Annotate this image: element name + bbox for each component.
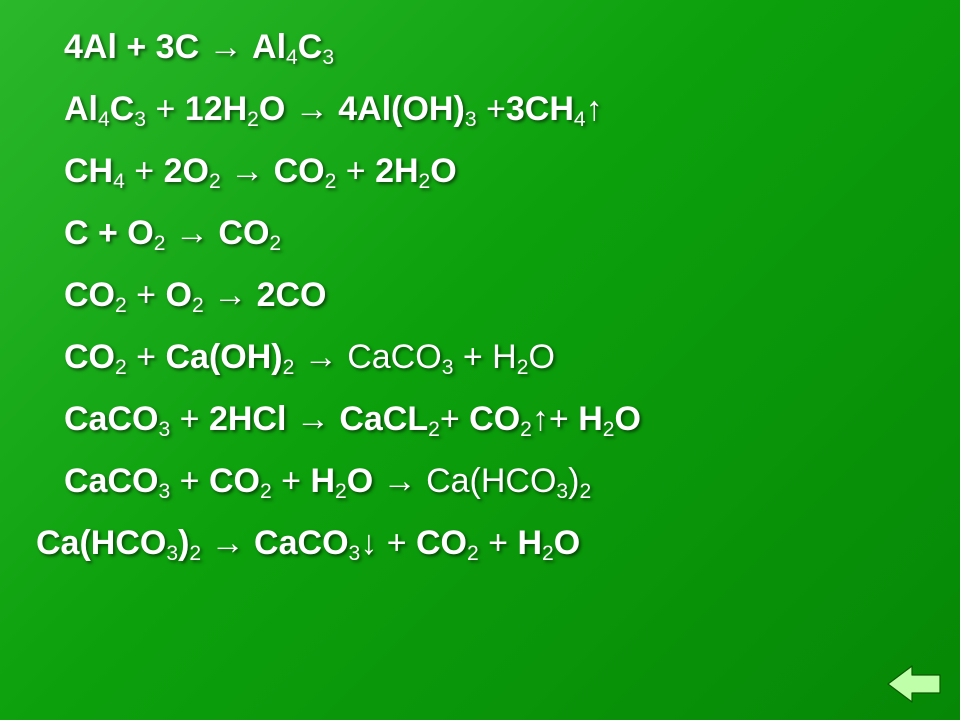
arrow-left-icon bbox=[886, 662, 942, 706]
back-arrow-button[interactable] bbox=[886, 662, 942, 706]
equation-line: 4Al + 3C → Al4C3 bbox=[64, 30, 912, 64]
equation-line: Ca(HCO3)2 → CaCO3↓ + CO2 + H2O bbox=[36, 526, 912, 560]
equation-line: CO2 + Ca(OH)2 → CaCO3 + H2O bbox=[64, 340, 912, 374]
slide-content: 4Al + 3C → Al4C3 Al4C3 + 12H2O → 4Al(OH)… bbox=[0, 0, 960, 720]
equation-line: CO2 + O2 → 2CO bbox=[64, 278, 912, 312]
equation-line: CaCO3 + CO2 + H2O → Ca(HCO3)2 bbox=[64, 464, 912, 498]
equation-line: C + O2 → CO2 bbox=[64, 216, 912, 250]
equation-line: Al4C3 + 12H2O → 4Al(OH)3 +3CH4↑ bbox=[64, 92, 912, 126]
equation-line: CH4 + 2O2 → CO2 + 2H2O bbox=[64, 154, 912, 188]
equation-line: CaCO3 + 2HCl → CaCL2+ CO2↑+ H2O bbox=[64, 402, 912, 436]
